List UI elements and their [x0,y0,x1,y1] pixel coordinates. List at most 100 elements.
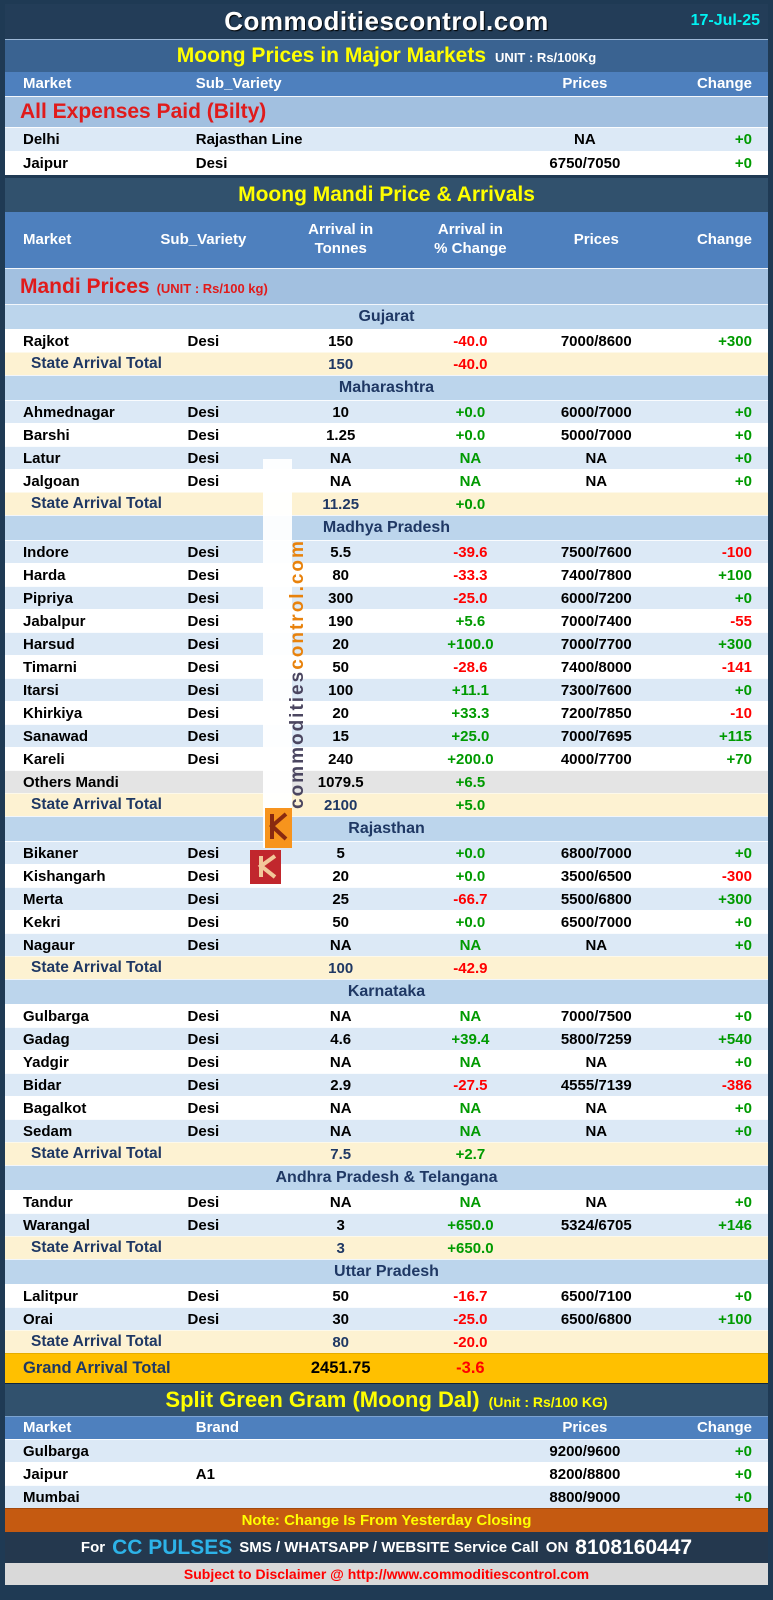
sub-variety-cell: Desi [187,704,220,722]
split-gram-unit: (Unit : Rs/100 KG) [488,1393,608,1410]
table-row: Orai Desi 30 -25.0 6500/6800 +100 [5,1307,768,1330]
change-cell: +300 [718,635,752,653]
prices-cell: 6500/6800 [560,1310,632,1328]
table-row: Itarsi Desi 100 +11.1 7300/7600 +0 [5,678,768,701]
arrival-pct-cell: NA [459,1193,482,1211]
market-cell: Ahmednagar [23,403,115,421]
prices-cell: NA [585,1099,608,1117]
table-row: Gulbarga 9200/9600 +0 [5,1439,768,1462]
watermark-text: commoditiescontrol.com [287,539,308,809]
market-cell: Jalgoan [23,472,80,490]
table-row: Indore Desi 5.5 -39.6 7500/7600 -100 [5,540,768,563]
table-row: Khirkiya Desi 20 +33.3 7200/7850 -10 [5,701,768,724]
state-total-tonnes: 150 [328,355,354,373]
market-cell: Merta [23,890,64,908]
prices-cell: 6500/7100 [560,1287,632,1305]
change-cell: +300 [718,332,752,350]
sub-variety-cell: Desi [187,566,220,584]
arrival-tonnes-cell: 100 [328,681,354,699]
arrival-pct-cell: -66.7 [453,890,488,908]
change-cell: +0 [734,131,752,148]
market-cell: Timarni [23,658,77,676]
arrival-pct-cell: +33.3 [451,704,490,722]
prices-cell: 7000/8600 [560,332,632,350]
sub-variety-cell: Desi [187,635,220,653]
prices-cell: 6750/7050 [549,155,621,172]
service-text: SMS / WHATSAPP / WEBSITE Service Call [239,1539,539,1556]
change-cell: +146 [718,1216,752,1234]
arrival-pct-cell: NA [459,936,482,954]
split-gram-column-header: Market Brand Prices Change [5,1416,768,1439]
market-cell: Harsud [23,635,75,653]
change-cell: +0 [734,844,752,862]
state-total-label: State Arrival Total [31,1333,162,1350]
change-cell: -141 [721,658,752,676]
arrival-pct-cell: +0.0 [455,844,486,862]
state-total-row: State Arrival Total 3 +650.0 [5,1236,768,1259]
column-header-change: Change [696,1418,752,1436]
prices-cell: 7400/7800 [560,566,632,584]
change-cell: +0 [734,403,752,421]
arrival-tonnes-cell: NA [329,1099,352,1117]
change-cell: +0 [734,913,752,931]
arrival-tonnes-cell: 25 [332,890,350,908]
arrival-pct-cell: +0.0 [455,913,486,931]
table-row: Harsud Desi 20 +100.0 7000/7700 +300 [5,632,768,655]
mandi-title-bar: Moong Mandi Price & Arrivals [5,178,768,212]
column-header-market: Market [23,1418,72,1436]
change-cell: -10 [730,704,752,722]
change-cell: +0 [734,936,752,954]
prices-cell: NA [574,131,596,148]
market-cell: Harda [23,566,66,584]
market-cell: Pipriya [23,589,74,607]
table-row: Bikaner Desi 5 +0.0 6800/7000 +0 [5,841,768,864]
arrival-pct-cell: +11.1 [451,681,489,699]
arrival-tonnes-cell: 1079.5 [317,773,364,791]
change-cell: +0 [734,449,752,467]
column-header-prices: Prices [562,1418,608,1436]
table-row: Tandur Desi NA NA NA +0 [5,1190,768,1213]
sub-variety-cell: Desi [187,844,220,862]
change-cell: +0 [734,1122,752,1140]
prices-cell: 4555/7139 [560,1076,632,1094]
arrival-tonnes-cell: 80 [332,566,350,584]
brand-cell: A1 [195,1465,215,1483]
page-title: Commoditiescontrol.com [224,6,549,36]
state-total-tonnes: 2100 [324,796,358,814]
arrival-tonnes-cell: 50 [332,1287,350,1305]
table-row: Kekri Desi 50 +0.0 6500/7000 +0 [5,910,768,933]
arrival-pct-cell: -33.3 [453,566,488,584]
split-gram-title-bar: Split Green Gram (Moong Dal) (Unit : Rs/… [5,1383,768,1416]
section-divider [5,175,768,178]
arrival-pct-cell: NA [459,1007,482,1025]
state-header: Gujarat [5,304,768,329]
disclaimer-link[interactable]: Subject to Disclaimer @ http://www.commo… [183,1566,590,1582]
prices-cell: 8200/8800 [549,1465,621,1483]
market-cell: Others Mandi [23,773,119,791]
state-header: Maharashtra [5,375,768,400]
sub-variety-cell: Desi [187,1193,220,1211]
sub-variety-cell: Desi [187,727,220,745]
sub-variety-cell: Desi [187,1122,220,1140]
arrival-tonnes-cell: 1.25 [326,426,356,444]
all-expenses-paid-label: All Expenses Paid (Bilty) [20,100,267,123]
change-cell: +0 [734,155,752,172]
split-gram-title: Split Green Gram (Moong Dal) [165,1387,480,1412]
change-cell: +115 [718,727,752,745]
column-header-brand: Brand [195,1418,240,1436]
state-total-tonnes: 80 [332,1333,350,1351]
change-cell: +300 [718,890,752,908]
table-row: Barshi Desi 1.25 +0.0 5000/7000 +0 [5,423,768,446]
sub-variety-cell: Desi [187,543,220,561]
market-cell: Jabalpur [23,612,86,630]
sub-variety-cell: Desi [187,1076,220,1094]
market-cell: Kareli [23,750,65,768]
prices-cell: NA [585,472,608,490]
prices-cell: 7000/7400 [560,612,632,630]
arrival-tonnes-cell: 20 [332,867,350,885]
change-cell: -300 [721,867,752,885]
state-total-tonnes: 7.5 [330,1145,352,1163]
prices-cell: 9200/9600 [549,1442,621,1460]
change-cell: +0 [734,681,752,699]
prices-cell: 7500/7600 [560,543,632,561]
